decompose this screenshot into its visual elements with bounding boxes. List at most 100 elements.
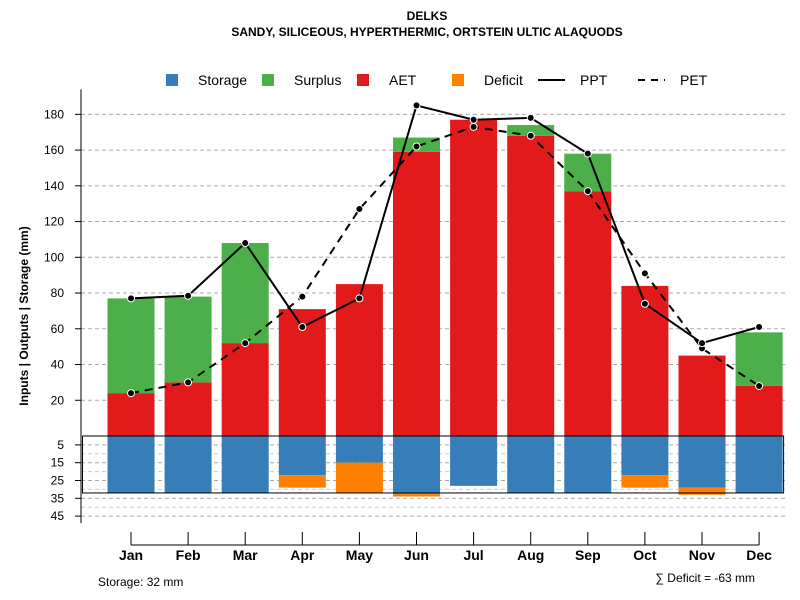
bar-aet-feb — [164, 382, 212, 436]
y-tick-label-lower: 5 — [57, 438, 64, 452]
point-ppt-jul — [469, 115, 478, 124]
bar-surplus-dec — [735, 332, 783, 386]
bar-storage-may — [335, 436, 383, 463]
line-pet — [130, 125, 760, 395]
line-ppt — [130, 104, 760, 345]
x-tick-label-mar: Mar — [233, 547, 258, 563]
bar-storage-nov — [678, 436, 726, 488]
point-ppt-oct — [640, 299, 649, 308]
bar-storage-apr — [278, 436, 326, 476]
legend-swatch-storage — [166, 74, 178, 86]
point-ppt-mar — [241, 239, 250, 248]
deficit-note: ∑ Deficit = -63 mm — [655, 571, 755, 585]
point-pet-mar — [241, 339, 250, 348]
storage-note: Storage: 32 mm — [98, 575, 183, 589]
point-ppt-jun — [412, 101, 421, 110]
legend-label-ppt: PPT — [580, 72, 608, 88]
x-tick-label-feb: Feb — [176, 547, 201, 563]
bar-surplus-feb — [164, 296, 212, 383]
point-pet-jun — [412, 142, 421, 151]
legend-swatch-surplus — [262, 74, 274, 86]
bar-storage-mar — [221, 436, 269, 493]
x-tick-label-jul: Jul — [463, 547, 483, 563]
bar-aet-jul — [450, 119, 498, 437]
x-tick-label-sep: Sep — [575, 547, 601, 563]
y-tick-label-lower: 25 — [51, 474, 65, 488]
point-ppt-feb — [184, 291, 193, 300]
bar-aet-dec — [735, 385, 783, 436]
legend-swatch-aet — [357, 74, 369, 86]
bar-deficit-jun — [393, 492, 440, 497]
bar-aet-aug — [507, 135, 555, 436]
legend-label-aet: AET — [389, 72, 417, 88]
bars — [82, 119, 785, 497]
bar-aet-may — [335, 284, 383, 436]
legend-swatch-deficit — [452, 74, 464, 86]
y-tick-label-upper: 120 — [44, 215, 64, 229]
point-ppt-sep — [583, 149, 592, 158]
storage-capacity-frame — [82, 435, 785, 494]
bar-storage-aug — [507, 436, 555, 493]
y-tick-label-upper: 20 — [51, 393, 65, 407]
point-pet-oct — [640, 269, 649, 278]
legend: Storage Surplus AET Deficit PPT PET — [166, 72, 708, 88]
bar-deficit-oct — [621, 475, 669, 488]
y-tick-label-upper: 80 — [51, 286, 65, 300]
bar-storage-sep — [564, 436, 612, 493]
bar-deficit-may — [335, 462, 383, 493]
legend-label-storage: Storage — [198, 72, 247, 88]
y-tick-label-upper: 100 — [44, 250, 64, 264]
axes: 20 40 60 80 100 120 140 160 180 5 15 25 35 45 Jan Feb Ma… — [44, 89, 772, 563]
y-tick-label-lower: 35 — [51, 491, 65, 505]
point-ppt-apr — [298, 322, 307, 331]
x-tick-label-apr: Apr — [290, 547, 315, 563]
point-pet-aug — [526, 131, 535, 140]
point-ppt-may — [355, 294, 364, 303]
y-axis-label: Inputs | Outputs | Storage (mm) — [17, 226, 31, 405]
series-lines — [127, 101, 764, 398]
point-pet-jul — [469, 122, 478, 131]
x-tick-label-may: May — [346, 547, 373, 563]
y-tick-label-upper: 180 — [44, 107, 64, 121]
y-tick-label-upper: 40 — [51, 358, 65, 372]
point-ppt-nov — [698, 339, 706, 348]
x-tick-label-nov: Nov — [689, 547, 716, 563]
y-tick-label-upper: 140 — [44, 179, 64, 193]
point-ppt-aug — [526, 113, 535, 122]
bar-surplus-sep — [564, 153, 612, 192]
legend-label-pet: PET — [680, 72, 708, 88]
point-pet-dec — [755, 381, 764, 390]
bar-surplus-aug — [507, 125, 555, 136]
x-tick-label-aug: Aug — [517, 547, 544, 563]
bar-aet-oct — [621, 285, 669, 436]
bar-aet-nov — [678, 355, 726, 436]
bar-aet-sep — [564, 191, 612, 436]
point-pet-apr — [298, 292, 307, 301]
bar-surplus-mar — [221, 243, 269, 344]
chart-title: DELKS — [407, 9, 448, 23]
y-tick-label-upper: 160 — [44, 143, 64, 157]
bar-storage-jun — [393, 436, 440, 493]
x-tick-label-oct: Oct — [633, 547, 657, 563]
point-pet-jan — [127, 389, 135, 398]
bar-storage-feb — [164, 436, 212, 493]
bar-aet-jan — [107, 393, 155, 436]
chart-subtitle: SANDY, SILICEOUS, HYPERTHERMIC, ORTSTEIN… — [231, 25, 622, 39]
bar-surplus-jan — [107, 298, 155, 394]
x-tick-label-dec: Dec — [746, 547, 772, 563]
x-tick-label-jan: Jan — [119, 547, 143, 563]
legend-label-surplus: Surplus — [294, 72, 341, 88]
x-tick-label-jun: Jun — [404, 547, 429, 563]
bar-storage-jul — [450, 436, 498, 486]
bar-deficit-apr — [278, 475, 326, 488]
bar-deficit-nov — [678, 487, 726, 495]
y-tick-label-lower: 45 — [51, 509, 65, 523]
point-ppt-dec — [755, 322, 764, 331]
point-ppt-jan — [127, 294, 135, 303]
bar-storage-jan — [107, 436, 155, 493]
point-pet-feb — [184, 378, 193, 387]
y-tick-label-upper: 60 — [51, 322, 65, 336]
bar-aet-mar — [221, 343, 269, 436]
point-pet-sep — [583, 187, 592, 196]
